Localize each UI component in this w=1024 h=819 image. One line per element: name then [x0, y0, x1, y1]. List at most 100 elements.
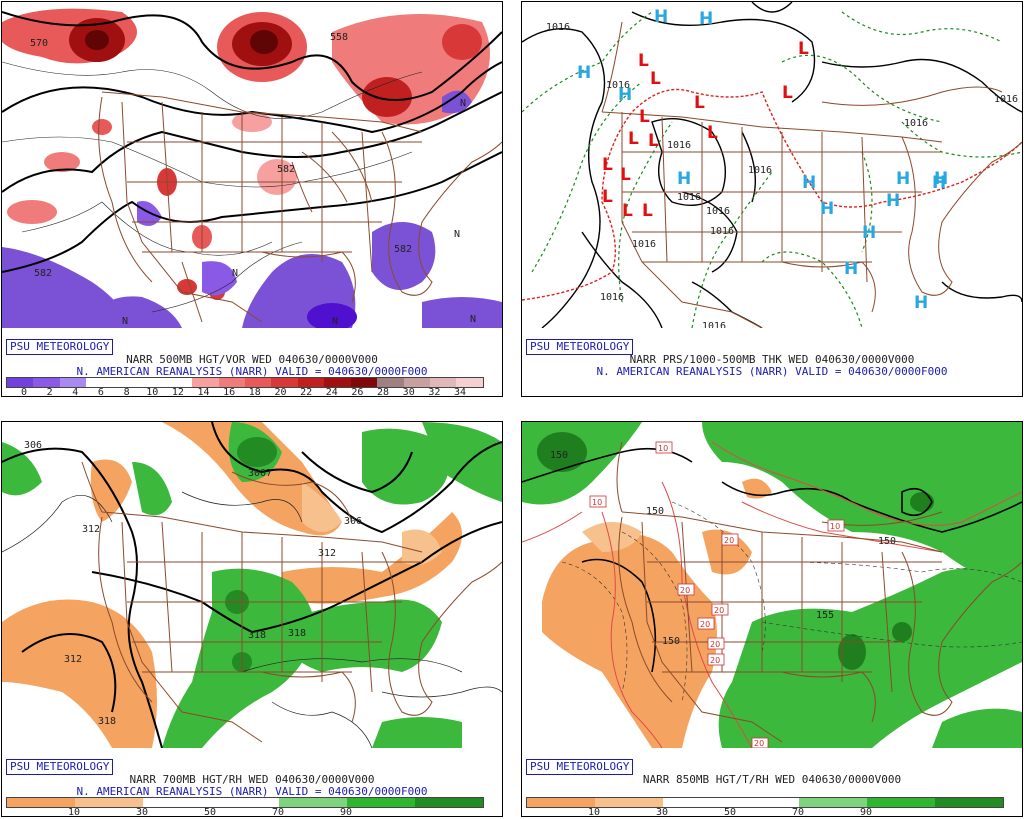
colorbar-tick-label: 10 — [146, 387, 159, 397]
contour-label: 1016 — [710, 226, 734, 237]
low-pressure-marker: L — [638, 51, 649, 71]
colorbar-tick-label: 50 — [723, 807, 737, 817]
colorbar-tick-label: 8 — [123, 387, 130, 397]
colorbar-segment — [527, 798, 595, 807]
contour-label: 582 — [394, 244, 412, 255]
colorbar-segment — [799, 798, 867, 807]
contour-label: 1016 — [748, 165, 772, 176]
colorbar-tick-label: 30 — [402, 387, 415, 397]
temperature-label: 20 — [724, 536, 734, 545]
colorbar-segment — [324, 378, 351, 387]
contour-label: 1016 — [702, 321, 726, 328]
colorbar-ticks: 0 2 4 6 8 10 12 14 16 18 20 22 24 26 28 30 32 34 — [6, 387, 482, 397]
contour-label: 1016 — [600, 292, 624, 303]
colorbar-segment — [430, 378, 457, 387]
colorbar-segment — [731, 798, 799, 807]
colorbar-segment — [59, 378, 87, 387]
temperature-label: 20 — [754, 739, 764, 748]
colorbar-segment — [595, 798, 663, 807]
colorbar-tick-label: 0 — [20, 387, 28, 397]
colorbar-segment — [244, 378, 272, 387]
colorbar-segment — [86, 378, 113, 387]
colorbar-segment — [403, 378, 430, 387]
colorbar-segment — [7, 378, 34, 387]
high-pressure-marker: H — [844, 259, 858, 279]
psu-meteorology-badge: PSU METEOROLOGY — [526, 339, 634, 355]
colorbar-segment — [663, 798, 731, 807]
colorbar-tick-label: 70 — [791, 807, 805, 817]
contour-label: 1016 — [606, 80, 630, 91]
map-500mb: 570 558 582 582 582 N N N N N N — [2, 2, 502, 328]
panel-subtitle: N. AMERICAN REANALYSIS (NARR) VALID = 04… — [76, 365, 428, 378]
contour-label: 306 — [344, 516, 362, 527]
colorbar-segment — [350, 378, 378, 387]
colorbar-tick-label: 90 — [859, 807, 873, 817]
contour-label: 1016 — [994, 94, 1018, 105]
colorbar-tick-label: 12 — [171, 387, 184, 397]
colorbar — [6, 797, 484, 808]
low-pressure-marker: L — [642, 201, 653, 221]
low-pressure-marker: L — [622, 201, 633, 221]
map-850mb: 150 150 150 150 155 10 10 10 20 20 20 20… — [522, 422, 1022, 748]
high-pressure-marker: H — [896, 169, 910, 189]
panel-title: NARR 700MB HGT/RH WED 040630/0000V000 — [129, 773, 375, 786]
colorbar-tick-label: 10 — [67, 807, 81, 817]
contour-label: N — [232, 268, 238, 279]
temperature-label: 20 — [700, 620, 710, 629]
colorbar-segment — [211, 798, 279, 807]
contour-label: N — [332, 316, 338, 327]
contour-label: 318 — [248, 630, 266, 641]
colorbar-tick-label: 20 — [274, 387, 287, 397]
contour-label: 1016 — [706, 206, 730, 217]
contour-label: 3007 — [248, 468, 272, 479]
psu-meteorology-badge: PSU METEOROLOGY — [6, 339, 114, 355]
colorbar-tick-label: 32 — [428, 387, 441, 397]
temperature-label: 10 — [592, 498, 602, 507]
contour-label: 150 — [878, 536, 896, 547]
low-pressure-marker: L — [782, 83, 793, 103]
panel-700mb: 306 3007 306 312 312 312 318 318 318 PSU… — [1, 421, 503, 817]
colorbar — [526, 797, 1004, 808]
colorbar-segment — [143, 798, 211, 807]
high-pressure-marker: H — [862, 223, 876, 243]
low-pressure-marker: L — [648, 131, 659, 151]
contour-label: 1016 — [677, 192, 701, 203]
colorbar-segment — [279, 798, 347, 807]
high-pressure-marker: H — [820, 199, 834, 219]
contour-label: N — [470, 314, 476, 325]
contour-label: 306 — [24, 440, 42, 451]
contour-label: 1016 — [667, 140, 691, 151]
low-pressure-marker: L — [707, 123, 718, 143]
map-700mb: 306 3007 306 312 312 312 318 318 318 — [2, 422, 502, 748]
colorbar-tick-label: 6 — [97, 387, 104, 397]
colorbar-tick-label: 34 — [453, 387, 467, 397]
pressure-labels: 1016 1016 1016 1016 1016 1016 1016 1016 … — [546, 22, 1018, 328]
contour-label: 1016 — [546, 22, 570, 33]
colorbar-segment — [271, 378, 298, 387]
colorbar-segment — [33, 378, 60, 387]
contour-label: 150 — [550, 450, 568, 461]
colorbar-segment — [112, 378, 140, 387]
colorbar-tick-label: 28 — [377, 387, 390, 397]
low-pressure-marker: L — [602, 155, 613, 175]
colorbar-tick-label: 4 — [72, 387, 79, 397]
high-pressure-marker: H — [914, 293, 928, 313]
low-pressure-marker: L — [694, 93, 705, 113]
colorbar-tick-label: 50 — [203, 807, 217, 817]
low-pressure-marker: L — [628, 129, 639, 149]
low-pressure-marker: L — [620, 165, 631, 185]
map-surface: 1016 1016 1016 1016 1016 1016 1016 1016 … — [522, 2, 1022, 328]
panel-subtitle: N. AMERICAN REANALYSIS (NARR) VALID = 04… — [76, 785, 428, 798]
colorbar-tick-label: 10 — [587, 807, 601, 817]
contour-label: 312 — [318, 548, 336, 559]
high-pressure-marker: H — [618, 85, 632, 105]
colorbar-ticks: 10 30 50 70 90 — [526, 807, 1002, 817]
colorbar-tick-label: 24 — [325, 387, 338, 397]
colorbar-tick-label: 26 — [351, 387, 364, 397]
panel-surface-pressure: 1016 1016 1016 1016 1016 1016 1016 1016 … — [521, 1, 1023, 397]
colorbar-tick-label: 90 — [339, 807, 353, 817]
colorbar — [6, 377, 484, 388]
contour-label: 150 — [646, 506, 664, 517]
colorbar-tick-label: 16 — [223, 387, 236, 397]
panel-850mb: 150 150 150 150 155 10 10 10 20 20 20 20… — [521, 421, 1023, 817]
